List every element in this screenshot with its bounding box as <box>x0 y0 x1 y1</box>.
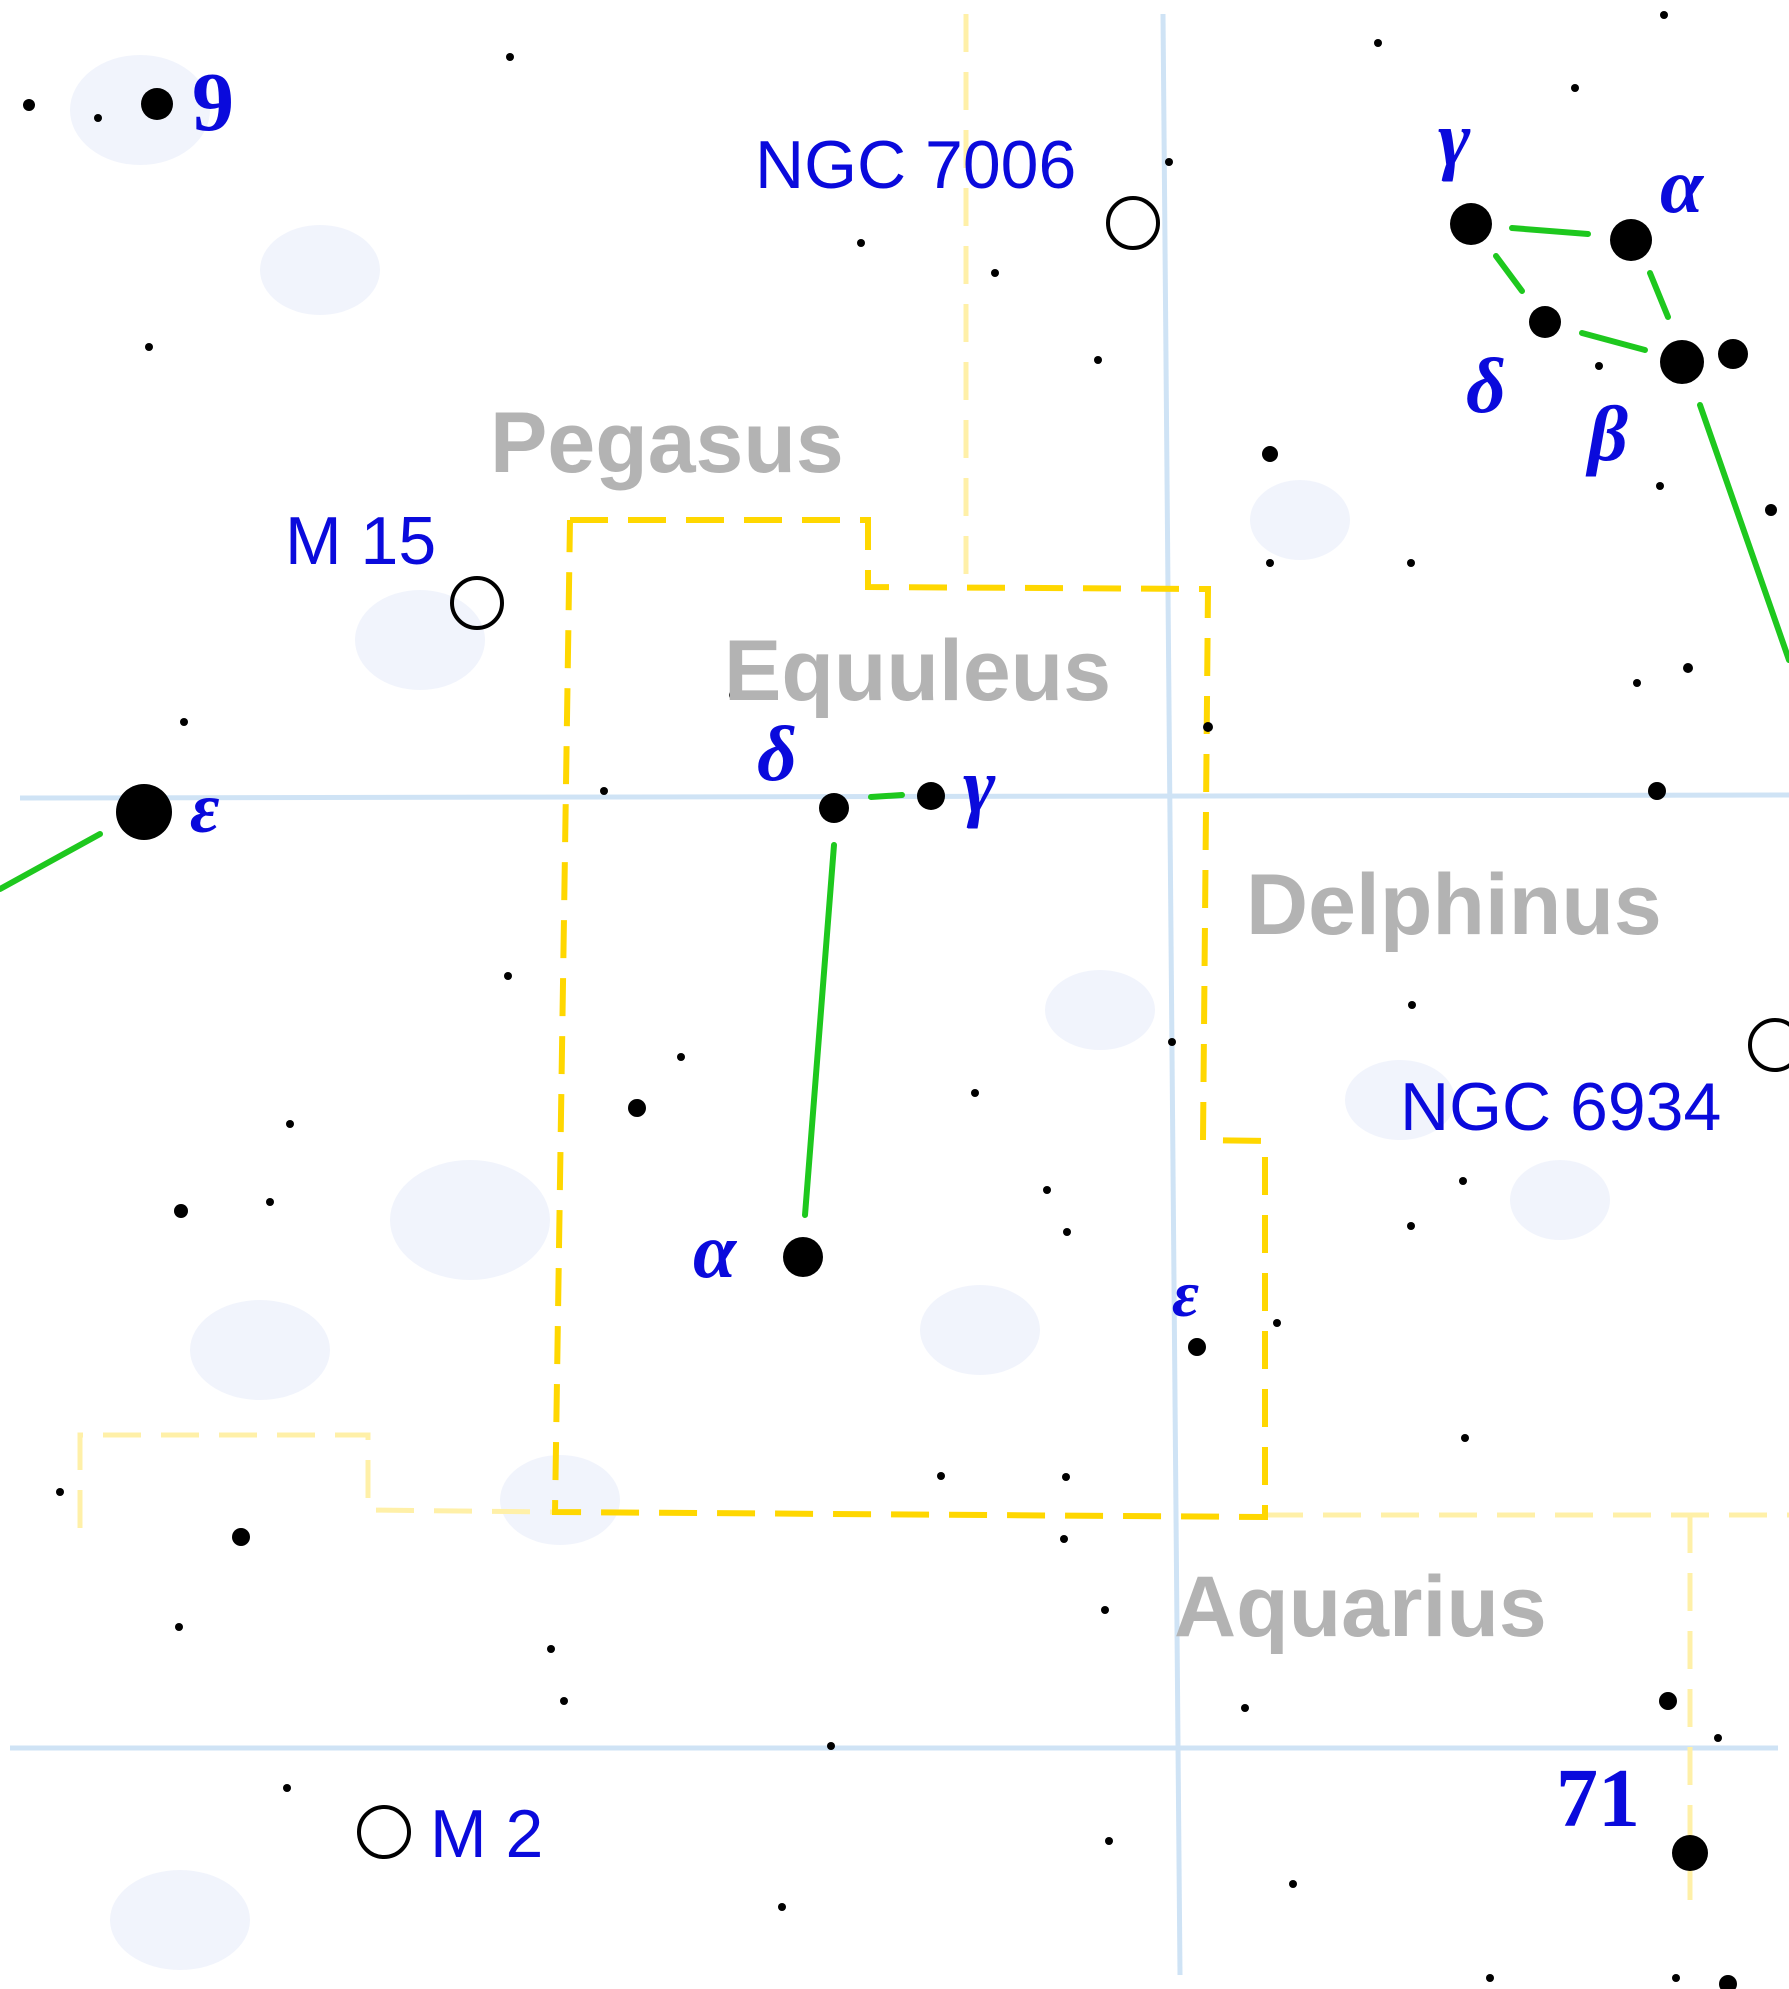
background-stars <box>23 11 1777 1989</box>
star-beta-del <box>1660 340 1704 384</box>
equuleus-boundary <box>551 517 1268 1521</box>
stick-figures <box>0 225 1789 1218</box>
cluster-ngc7006 <box>1106 196 1160 250</box>
neighbour-boundaries <box>77 14 1789 1900</box>
label-ngc6934: NGC 6934 <box>1400 1069 1721 1145</box>
star-71-aqr <box>1672 1835 1708 1871</box>
named-stars <box>116 88 1748 1871</box>
star-gamma-del <box>1450 203 1492 245</box>
label-alpha-del: α <box>1660 142 1705 229</box>
star-alpha-del <box>1610 219 1652 261</box>
coordinate-grid <box>10 13 1789 1976</box>
label-9-peg: 9 <box>192 56 234 149</box>
star-epsilon-equ <box>1188 1338 1206 1356</box>
label-alpha-equ: α <box>693 1207 738 1294</box>
constellation-name-pegasus: Pegasus <box>490 395 844 491</box>
label-71-aqr: 71 <box>1556 1752 1640 1845</box>
label-ngc7006: NGC 7006 <box>755 127 1076 203</box>
label-m15: M 15 <box>285 503 436 579</box>
star-alpha-equ <box>783 1237 823 1277</box>
star-9-peg <box>141 88 173 120</box>
star-gamma-equ <box>917 782 945 810</box>
star-beta-del-companion <box>1718 339 1748 369</box>
constellation-name-delphinus: Delphinus <box>1246 857 1662 953</box>
cluster-ngc6934 <box>1748 1018 1789 1072</box>
label-m2: M 2 <box>430 1796 543 1872</box>
star-delta-del <box>1529 306 1561 338</box>
star-delta-equ <box>819 793 849 823</box>
label-gamma-equ: γ <box>963 742 996 829</box>
label-gamma-del: γ <box>1438 95 1471 182</box>
milky-way-haze <box>70 55 1610 1970</box>
label-beta-del: β <box>1585 390 1628 477</box>
label-delta-del: δ <box>1466 342 1506 429</box>
constellation-name-equuleus: Equuleus <box>724 623 1111 719</box>
constellation-name-aquarius: Aquarius <box>1174 1559 1547 1655</box>
cluster-m15 <box>450 576 504 630</box>
label-delta-equ: δ <box>757 710 797 797</box>
deep-sky-objects <box>357 196 1789 1859</box>
star-epsilon-peg <box>116 784 172 840</box>
label-epsilon-equ: ε <box>1172 1258 1199 1331</box>
cluster-m2 <box>357 1805 411 1859</box>
label-epsilon-peg: ε <box>190 768 220 848</box>
